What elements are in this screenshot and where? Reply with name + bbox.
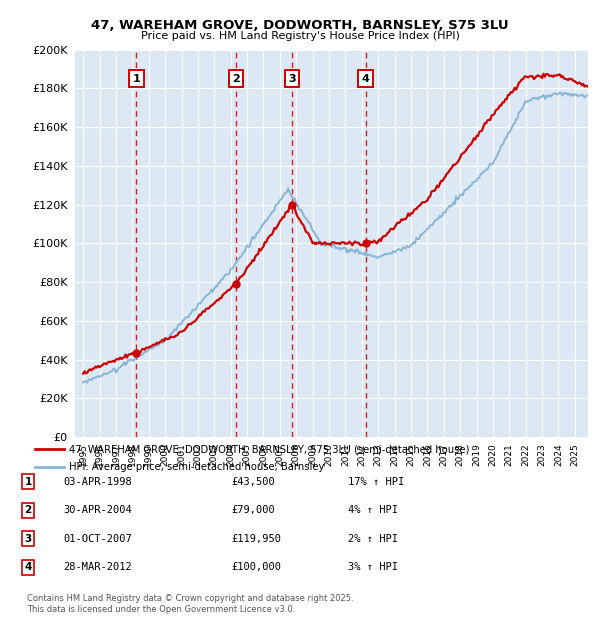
Text: 03-APR-1998: 03-APR-1998: [63, 477, 132, 487]
Text: Contains HM Land Registry data © Crown copyright and database right 2025.
This d: Contains HM Land Registry data © Crown c…: [27, 595, 353, 614]
Text: 01-OCT-2007: 01-OCT-2007: [63, 534, 132, 544]
Text: 30-APR-2004: 30-APR-2004: [63, 505, 132, 515]
Text: 3: 3: [289, 74, 296, 84]
Text: 4: 4: [362, 74, 370, 84]
Text: 4% ↑ HPI: 4% ↑ HPI: [348, 505, 398, 515]
Text: 47, WAREHAM GROVE, DODWORTH, BARNSLEY, S75 3LU: 47, WAREHAM GROVE, DODWORTH, BARNSLEY, S…: [91, 19, 509, 32]
Text: 1: 1: [133, 74, 140, 84]
Text: 2: 2: [232, 74, 240, 84]
Text: 17% ↑ HPI: 17% ↑ HPI: [348, 477, 404, 487]
Text: £119,950: £119,950: [231, 534, 281, 544]
Text: 4: 4: [25, 562, 32, 572]
Text: 3: 3: [25, 534, 32, 544]
Text: 2: 2: [25, 505, 32, 515]
Text: 3% ↑ HPI: 3% ↑ HPI: [348, 562, 398, 572]
Text: 2% ↑ HPI: 2% ↑ HPI: [348, 534, 398, 544]
Text: 1: 1: [25, 477, 32, 487]
Text: 47, WAREHAM GROVE, DODWORTH, BARNSLEY, S75 3LU (semi-detached house): 47, WAREHAM GROVE, DODWORTH, BARNSLEY, S…: [70, 444, 470, 454]
Text: 28-MAR-2012: 28-MAR-2012: [63, 562, 132, 572]
Text: £79,000: £79,000: [231, 505, 275, 515]
Text: HPI: Average price, semi-detached house, Barnsley: HPI: Average price, semi-detached house,…: [70, 462, 325, 472]
Text: Price paid vs. HM Land Registry's House Price Index (HPI): Price paid vs. HM Land Registry's House …: [140, 31, 460, 41]
Text: £100,000: £100,000: [231, 562, 281, 572]
Text: £43,500: £43,500: [231, 477, 275, 487]
